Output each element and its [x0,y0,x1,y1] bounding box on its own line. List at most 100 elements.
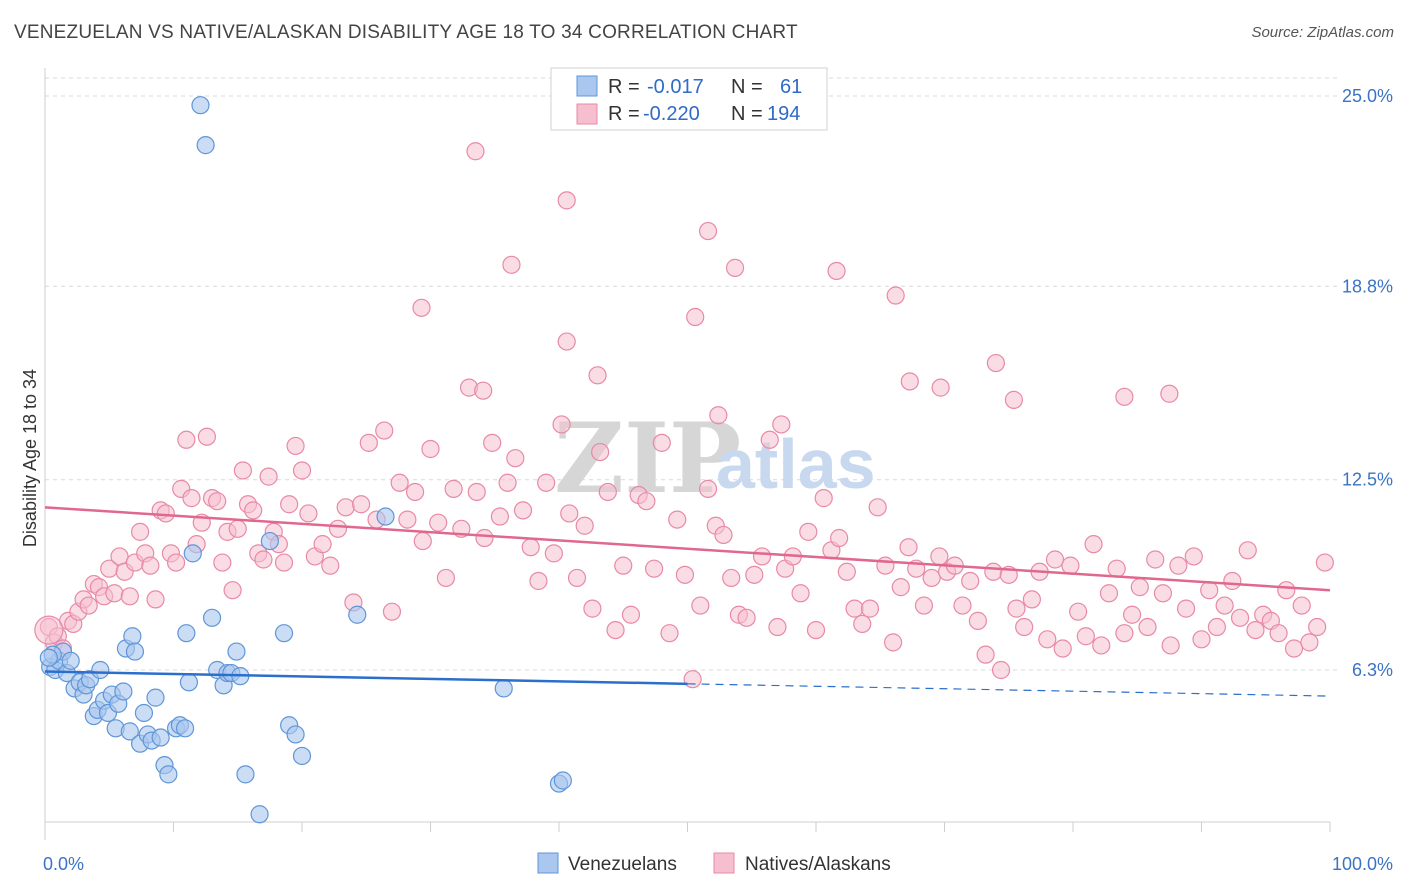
native-point-131 [922,568,941,588]
native-point-163 [1169,556,1188,575]
legend-r-label-2: R = [608,103,640,125]
native-point-69 [444,479,463,498]
native-point-152 [1084,535,1103,554]
venezuelan-point-5 [61,651,80,670]
native-point-61 [382,602,402,621]
y-tick-label-3: 25.0% [1342,86,1393,106]
legend-n-value-2: 194 [767,103,800,125]
native-point-100 [683,670,702,689]
native-point-117 [814,489,833,508]
native-point-128 [899,538,918,557]
native-point-157 [1123,605,1142,624]
native-point-33 [208,492,227,511]
venezuelan-point-24 [125,642,145,661]
native-point-66 [421,439,440,459]
venezuelan-point-49 [250,805,269,824]
native-point-122 [853,614,872,634]
native-point-126 [883,633,903,652]
venezuelan-point-56 [376,507,395,526]
native-point-197 [1160,384,1179,403]
native-point-151 [1076,627,1095,646]
native-point-99 [675,565,695,584]
native-point-91 [614,556,633,575]
native-point-180 [1300,633,1319,652]
native-point-85 [567,568,587,588]
native-point-16 [120,587,139,606]
native-point-190 [557,332,576,351]
venezuelan-trend-line [44,670,688,686]
native-point-52 [313,535,332,554]
native-point-164 [1176,599,1196,618]
native-point-81 [537,473,556,492]
native-point-75 [490,507,509,526]
native-point-110 [760,430,779,449]
venezuelan-point-46 [227,642,246,661]
bottom-legend-label-natives: Natives/Alaskans [745,854,891,875]
native-point-20 [141,556,160,575]
native-point-189 [886,286,905,305]
venezuelan-point-14 [91,660,110,680]
native-point-168 [1207,617,1227,637]
venezuelan-point-51 [274,624,294,643]
venezuelan-point-59 [553,771,572,790]
native-point-28 [182,489,201,508]
native-trend-line [44,506,1331,592]
venezuelan-point-55 [348,605,367,624]
native-point-88 [591,442,610,462]
native-point-8 [79,596,98,615]
native-points [34,142,1334,689]
native-point-194 [931,378,950,397]
native-point-114 [791,584,810,603]
chart-title: VENEZUELAN VS NATIVE/ALASKAN DISABILITY … [14,22,798,43]
native-point-165 [1184,547,1203,566]
native-point-159 [1138,617,1157,637]
native-point-116 [806,620,826,640]
legend-r-value-2: -0.220 [643,103,700,125]
native-point-173 [1246,620,1265,640]
native-point-104 [714,525,733,545]
native-point-46 [274,553,294,572]
venezuelan-point-38 [183,544,202,563]
native-point-36 [223,581,242,600]
native-point-60 [375,421,394,440]
native-point-200 [474,381,493,400]
native-point-123 [860,599,880,618]
trend-lines [44,506,1331,697]
native-point-94 [637,492,656,511]
legend-n-label-2: N = [731,103,763,125]
venezuelan-point-41 [202,608,222,627]
legend-r-value-1: -0.017 [647,76,704,98]
venezuelan-point-48 [236,765,255,784]
native-point-57 [352,495,371,514]
native-point-155 [1107,559,1126,578]
native-point-124 [868,498,887,517]
venezuelan-point-40 [196,136,215,155]
native-point-169 [1215,596,1234,615]
native-point-37 [228,519,247,538]
native-point-202 [772,415,791,434]
venezuelan-point-20 [114,682,133,701]
native-point-172 [1238,541,1257,560]
native-point-98 [668,510,687,529]
native-point-130 [914,596,934,615]
native-point-107 [737,608,756,627]
native-point-84 [560,504,579,523]
native-point-80 [529,571,548,591]
native-point-167 [1200,581,1219,600]
native-point-53 [321,556,340,575]
native-point-92 [621,605,641,624]
native-point-181 [1308,617,1327,637]
native-point-161 [1153,584,1173,603]
stats-legend: R = -0.017 N = 61 R = -0.220 N = 194 [550,67,828,131]
watermark-atlas: atlas [716,425,876,503]
native-point-196 [1004,390,1023,409]
y-tick-label-1: 12.5% [1342,470,1393,490]
native-point-76 [498,473,517,492]
native-point-195 [900,372,919,391]
native-point-64 [405,482,425,502]
venezuelan-point-39 [191,96,210,115]
y-tick-label-0: 6.3% [1352,660,1393,680]
native-point-139 [984,562,1003,581]
native-point-97 [660,624,679,643]
